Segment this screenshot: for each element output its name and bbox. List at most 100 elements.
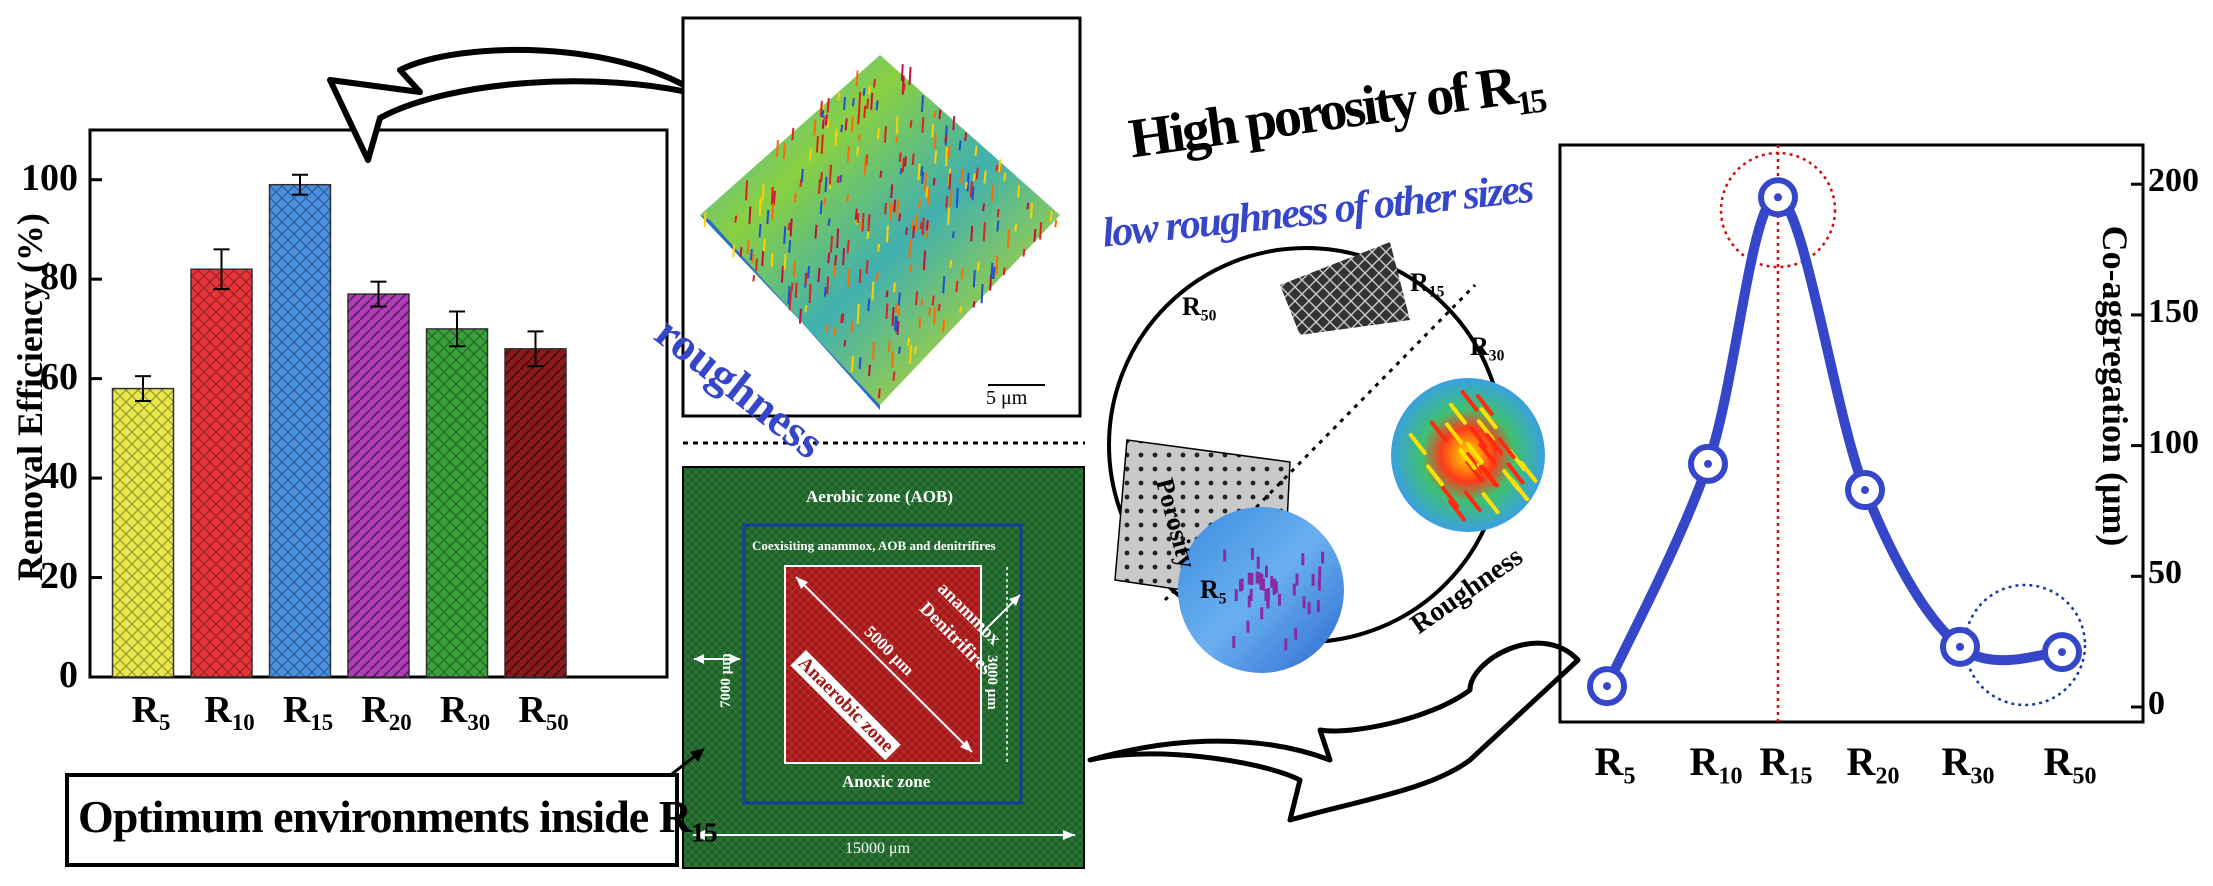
- surface-spike: [783, 226, 787, 244]
- surface-spike: [944, 134, 948, 143]
- surface-spike: [772, 190, 776, 206]
- line-chart-markers: [1587, 177, 2082, 707]
- d7000-label: 7000 μm: [718, 653, 734, 708]
- surface-spike: [1054, 219, 1058, 228]
- r30-streak: [1481, 492, 1500, 515]
- surface-spike: [899, 168, 903, 175]
- surface-spike: [883, 126, 887, 143]
- surface-spike: [901, 157, 905, 173]
- surface-spike: [955, 280, 959, 293]
- surface-spike: [897, 292, 901, 306]
- line-category-label: R30: [1941, 739, 1995, 790]
- bar-y-tick-label: 100: [21, 156, 78, 199]
- d15000-label: 15000 μm: [845, 840, 911, 857]
- surface-spike: [885, 290, 889, 298]
- surface-spike: [804, 272, 808, 286]
- aerobic-zone-label: Aerobic zone (AOB): [806, 487, 953, 506]
- surface-spike: [921, 217, 925, 236]
- surface-spike: [933, 134, 937, 149]
- surface-spike: [821, 109, 825, 119]
- surface-spike: [804, 305, 808, 313]
- surface-spike: [976, 261, 980, 271]
- surface-spike: [894, 316, 898, 332]
- surface-spike: [836, 228, 840, 249]
- roughness-spikes: [703, 64, 1058, 399]
- bar-chart-y-ticks: [90, 178, 102, 679]
- surface-spike: [909, 344, 913, 364]
- r30-streak: [1441, 486, 1460, 509]
- surface-spike: [745, 180, 749, 201]
- surface-spike: [948, 173, 952, 190]
- bar-category-label: R15: [282, 689, 334, 735]
- surface-spike: [858, 268, 862, 284]
- line-y-tick-label: 0: [2148, 685, 2165, 722]
- surface-spike: [933, 110, 937, 118]
- r30-streak: [1479, 407, 1498, 430]
- surface-spike: [983, 170, 987, 184]
- surface-spike: [898, 213, 902, 222]
- surface-spike: [921, 171, 925, 184]
- surface-spike: [783, 253, 787, 271]
- surface-spike: [867, 86, 871, 95]
- surface-spike: [850, 116, 854, 132]
- surface-spike: [925, 219, 929, 231]
- surface-spike: [826, 97, 830, 113]
- bar-y-tick-label: 0: [59, 654, 78, 696]
- surface-spike: [875, 100, 879, 111]
- surface-spike: [841, 313, 845, 323]
- surface-spike: [861, 213, 865, 232]
- surface-spike: [817, 268, 821, 283]
- r30-streak: [1480, 465, 1499, 488]
- surface-spike: [903, 156, 907, 167]
- surface-spike: [894, 303, 898, 313]
- surface-spike: [789, 218, 793, 237]
- bar-y-tick-label: 40: [40, 455, 78, 498]
- surface-spike: [826, 276, 830, 295]
- surface-spike: [996, 220, 1000, 232]
- surface-spike: [895, 116, 899, 135]
- surface-spike: [942, 276, 946, 294]
- surface-spike: [859, 222, 863, 229]
- surface-spike: [885, 303, 889, 320]
- surface-spike: [872, 342, 876, 360]
- surface-spike: [846, 145, 850, 162]
- surface-spike: [908, 66, 912, 85]
- line-y-tick-label: 50: [2148, 554, 2182, 592]
- surface-spike: [990, 262, 994, 279]
- surface-spike: [896, 320, 900, 335]
- surface-spike: [909, 120, 913, 129]
- surface-spike: [748, 206, 752, 224]
- porosity-r15-square: [1280, 242, 1410, 335]
- surface-spike: [855, 70, 859, 87]
- scale-bar-label: 5 μm: [986, 387, 1028, 409]
- line-y-tick-label: 200: [2148, 162, 2199, 200]
- surface-spike: [1006, 229, 1010, 249]
- surface-spike: [840, 313, 844, 324]
- surface-spike: [834, 255, 838, 266]
- line-chart-y-ticks: [2131, 182, 2143, 709]
- surface-spike: [884, 202, 888, 215]
- surface-spike: [949, 189, 953, 207]
- surface-spike: [876, 127, 880, 140]
- bar-hatch: [191, 269, 252, 677]
- surface-spike: [902, 83, 906, 92]
- line-marker-dot: [1861, 486, 1869, 495]
- surface-spike: [896, 199, 900, 217]
- surface-spike: [998, 159, 1002, 173]
- diagonal-5000: [795, 576, 973, 753]
- surface-spike: [866, 98, 870, 110]
- surface-spike: [919, 221, 923, 230]
- surface-spike: [771, 203, 775, 220]
- line-marker-dot: [2058, 648, 2066, 657]
- surface-spike: [871, 281, 875, 301]
- surface-spike: [1003, 172, 1007, 181]
- surface-spike: [945, 196, 949, 209]
- line-category-label: R10: [1689, 739, 1743, 790]
- surface-spike: [938, 109, 942, 120]
- surface-spike: [873, 78, 876, 88]
- surface-spike: [893, 199, 897, 213]
- roughness-surface: [700, 55, 1060, 405]
- surface-spike: [819, 100, 823, 117]
- surface-spike: [746, 239, 750, 255]
- surface-spike: [995, 164, 999, 172]
